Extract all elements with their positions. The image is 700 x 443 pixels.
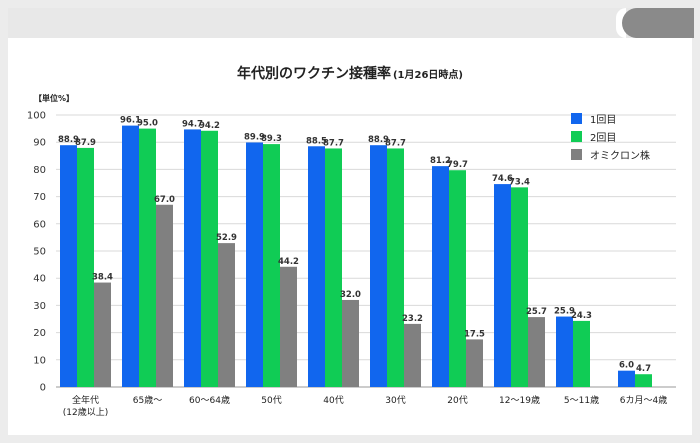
x-tick-label: 40代	[323, 395, 343, 406]
bar-first-dose	[618, 370, 635, 387]
x-tick-label: 6カ月〜4歳	[620, 394, 667, 406]
data-label-omicron: 23.2	[402, 314, 423, 324]
bar-omicron	[156, 204, 173, 387]
data-label-second-dose: 4.7	[636, 364, 651, 374]
data-label-first-dose: 94.7	[182, 119, 203, 129]
bar-omicron	[94, 282, 111, 387]
bar-second-dose	[511, 187, 528, 387]
chart-title-main: 年代別のワクチン接種率	[237, 65, 391, 82]
header-band	[8, 8, 694, 38]
data-label-first-dose: 88.9	[368, 135, 389, 145]
bar-omicron	[466, 339, 483, 387]
x-tick-label: 20代	[447, 395, 467, 406]
y-axis-ticks: 0 10 20 30 40 50 60 70 80 90 100	[27, 111, 46, 394]
data-label-second-dose: 87.7	[385, 138, 406, 148]
data-label-first-dose: 6.0	[619, 361, 634, 371]
bar-second-dose	[77, 147, 94, 387]
data-label-second-dose: 87.7	[323, 138, 344, 148]
chart-title: 年代別のワクチン接種率 (1月26日時点)	[237, 65, 463, 82]
x-tick-label: 60〜64歳	[189, 394, 230, 406]
bar-first-dose	[432, 166, 449, 387]
legend-swatch-omicron	[571, 149, 582, 160]
y-tick-label: 100	[27, 111, 46, 122]
bar-first-dose	[308, 146, 325, 387]
legend-swatch-first-dose	[571, 113, 582, 124]
y-axis-unit: 【単位%】	[34, 93, 74, 103]
legend-label-second-dose: 2回目	[590, 132, 616, 144]
bar-second-dose	[387, 148, 404, 387]
bar-first-dose	[122, 125, 139, 387]
data-label-omicron: 44.2	[278, 257, 299, 267]
y-tick-label: 40	[33, 274, 46, 285]
bars	[60, 125, 652, 387]
x-tick-label: 50代	[261, 395, 281, 406]
bar-first-dose	[494, 184, 511, 387]
data-label-omicron: 25.7	[526, 307, 547, 317]
bar-first-dose	[246, 142, 263, 387]
bar-first-dose	[184, 129, 201, 387]
bar-second-dose	[201, 130, 218, 387]
bar-omicron	[342, 299, 359, 387]
x-tick-label: (12歳以上)	[63, 406, 108, 418]
x-tick-label: 12〜19歳	[499, 394, 540, 406]
data-label-second-dose: 73.4	[509, 177, 530, 187]
data-label-omicron: 38.4	[92, 273, 113, 283]
y-tick-label: 30	[33, 301, 46, 312]
y-tick-label: 90	[33, 138, 46, 149]
data-label-first-dose: 88.9	[58, 135, 79, 145]
chart-title-date: (1月26日時点)	[393, 68, 463, 81]
legend-swatch-second-dose	[571, 131, 582, 142]
data-label-omicron: 32.0	[340, 290, 361, 300]
x-tick-label: 全年代	[72, 394, 99, 406]
header-tab-shape	[622, 8, 694, 38]
data-label-omicron: 17.5	[464, 329, 485, 339]
bar-omicron	[280, 266, 297, 387]
legend-label-first-dose: 1回目	[590, 114, 616, 126]
data-label-first-dose: 74.6	[492, 174, 513, 184]
x-axis-labels: 全年代(12歳以上) 65歳〜 60〜64歳 50代 40代 30代 20代 12〜19歳 5〜…	[63, 394, 667, 418]
data-label-first-dose: 89.9	[244, 132, 265, 142]
data-label-second-dose: 95.0	[137, 119, 158, 129]
data-label-second-dose: 24.3	[571, 311, 592, 321]
bar-second-dose	[325, 148, 342, 387]
bar-second-dose	[263, 144, 280, 387]
bar-first-dose	[370, 145, 387, 387]
y-tick-label: 50	[33, 247, 46, 258]
y-tick-label: 0	[40, 383, 46, 394]
y-tick-label: 80	[33, 165, 46, 176]
y-tick-label: 60	[33, 219, 46, 230]
bar-omicron	[528, 317, 545, 387]
legend-label-omicron: オミクロン株	[590, 149, 650, 162]
y-tick-label: 70	[33, 192, 46, 203]
x-tick-label: 30代	[385, 395, 405, 406]
bar-omicron	[404, 323, 421, 387]
data-label-first-dose: 25.9	[554, 307, 575, 317]
x-tick-label: 5〜11歳	[564, 394, 599, 406]
y-tick-label: 20	[33, 328, 46, 339]
data-label-second-dose: 94.2	[199, 121, 220, 131]
data-label-first-dose: 81.2	[430, 156, 451, 166]
data-label-second-dose: 89.3	[261, 134, 282, 144]
bar-first-dose	[556, 316, 573, 387]
data-label-first-dose: 88.5	[306, 136, 327, 146]
y-tick-label: 10	[33, 355, 46, 366]
data-labels: 88.987.938.496.195.067.094.794.252.989.9…	[58, 116, 651, 375]
bar-second-dose	[139, 128, 156, 387]
data-label-second-dose: 79.7	[447, 160, 468, 170]
bar-second-dose	[635, 374, 652, 387]
data-label-second-dose: 87.9	[75, 138, 96, 148]
data-label-omicron: 67.0	[154, 195, 175, 205]
bar-second-dose	[573, 320, 590, 387]
data-label-first-dose: 96.1	[120, 116, 141, 126]
data-label-omicron: 52.9	[216, 233, 237, 243]
bar-second-dose	[449, 170, 466, 387]
bar-omicron	[218, 243, 235, 387]
bar-first-dose	[60, 145, 77, 387]
x-tick-label: 65歳〜	[133, 394, 162, 406]
header-tab-highlight	[616, 8, 626, 38]
